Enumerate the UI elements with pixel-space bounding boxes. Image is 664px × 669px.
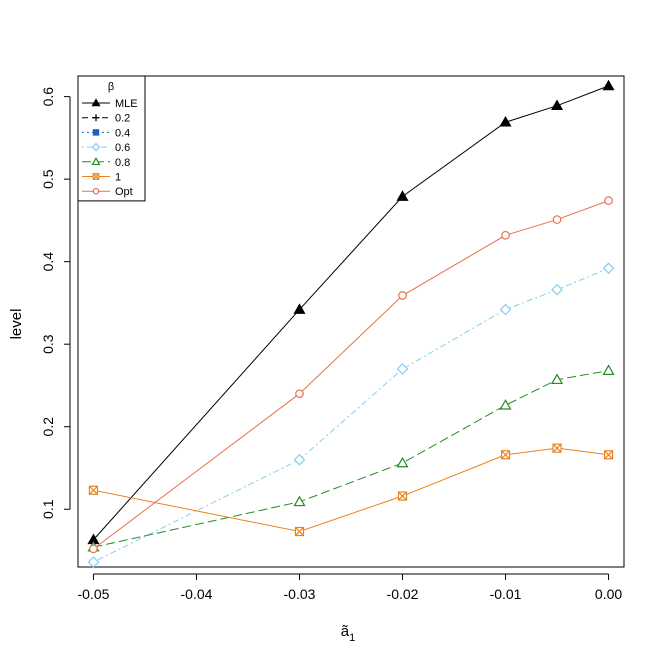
- point-marker: [88, 485, 99, 495]
- legend-label: MLE: [115, 98, 138, 110]
- point-marker: [398, 291, 407, 300]
- legend-label: 1: [115, 172, 121, 184]
- point-marker: [552, 215, 562, 224]
- legend-item: 1: [82, 172, 121, 184]
- point-marker: [499, 303, 512, 316]
- x-tick-label: -0.05: [77, 586, 109, 602]
- point-marker: [602, 262, 615, 275]
- legend-item: 0.4: [82, 127, 130, 139]
- point-marker: [293, 453, 306, 466]
- point-marker: [295, 389, 304, 399]
- legend-label: 0.2: [115, 113, 130, 125]
- legend-item: 0.6: [82, 142, 130, 154]
- series-0-6: [87, 262, 615, 568]
- x-tick-label: -0.01: [490, 586, 522, 602]
- plot-border: [77, 75, 625, 568]
- point-marker: [293, 495, 306, 507]
- series-opt: [89, 196, 613, 554]
- legend-item: Opt: [82, 186, 133, 198]
- series-0-8: [87, 364, 615, 552]
- legend-label: 0.4: [115, 127, 130, 139]
- point-marker: [87, 556, 100, 568]
- legend-label: 0.6: [115, 142, 130, 154]
- legend-item: 0.8: [82, 157, 130, 169]
- point-marker: [89, 544, 98, 554]
- x-axis-label: ã1: [341, 623, 355, 644]
- series-layer: [87, 79, 615, 568]
- x-tick-label: -0.04: [181, 586, 213, 602]
- point-marker: [396, 456, 409, 468]
- y-tick-label: 0.5: [40, 169, 56, 189]
- y-axis-label: level: [8, 309, 25, 340]
- series-line: [93, 447, 609, 533]
- y-tick-label: 0.1: [40, 499, 56, 519]
- point-marker: [396, 363, 409, 375]
- series-line: [93, 267, 609, 563]
- y-tick-label: 0.3: [40, 334, 56, 354]
- x-tick-label: 0.00: [595, 586, 622, 602]
- y-tick-label: 0.2: [40, 417, 56, 437]
- point-marker: [91, 157, 101, 166]
- point-marker: [551, 373, 564, 385]
- point-marker: [397, 491, 408, 501]
- point-marker: [602, 79, 615, 91]
- series-1: [88, 443, 614, 537]
- point-marker: [92, 173, 100, 180]
- point-marker: [92, 187, 100, 195]
- point-marker: [91, 142, 101, 152]
- point-marker: [551, 283, 563, 296]
- legend-label: 0.8: [115, 157, 130, 169]
- point-marker: [92, 114, 100, 122]
- series-line: [93, 200, 609, 550]
- x-tick-label: -0.03: [284, 586, 316, 602]
- point-marker: [604, 196, 613, 205]
- point-marker: [603, 450, 614, 460]
- point-marker: [92, 129, 100, 136]
- legend-box: [77, 75, 146, 202]
- point-marker: [602, 364, 615, 375]
- point-marker: [552, 443, 562, 453]
- y-tick-label: 0.6: [40, 87, 56, 107]
- point-marker: [551, 99, 564, 111]
- legend-item: MLE: [82, 98, 138, 110]
- legend-label: Opt: [115, 186, 133, 198]
- point-marker: [499, 399, 512, 410]
- point-marker: [293, 303, 306, 314]
- point-marker: [501, 230, 510, 240]
- point-marker: [396, 190, 409, 201]
- series-line: [93, 370, 609, 548]
- point-marker: [500, 450, 511, 460]
- plot-frame: [77, 75, 625, 568]
- x-tick-label: -0.02: [387, 586, 419, 602]
- point-marker: [91, 98, 101, 107]
- y-axis: 0.1 0.2 0.3 0.4 0.5 0.6: [40, 87, 71, 519]
- legend-item: 0.2: [82, 113, 130, 125]
- series-mle: [87, 79, 615, 545]
- y-tick-label: 0.4: [40, 252, 56, 272]
- legend-title: β: [108, 81, 114, 93]
- point-marker: [294, 526, 305, 537]
- point-marker: [499, 116, 512, 127]
- series-line: [93, 85, 609, 541]
- x-axis: -0.05 -0.04 -0.03 -0.02 -0.01 0.00: [77, 573, 622, 602]
